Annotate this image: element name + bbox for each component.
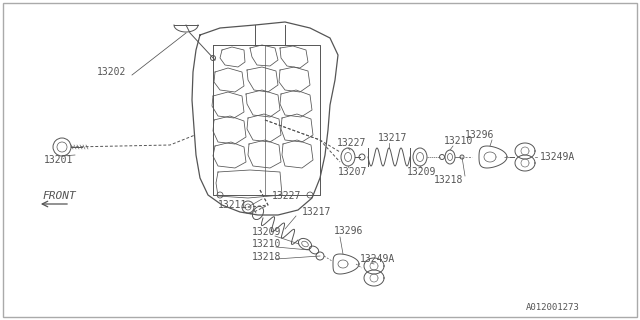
Text: 13227: 13227 <box>337 138 366 148</box>
Text: 13296: 13296 <box>465 130 494 140</box>
Text: 13217: 13217 <box>302 207 332 217</box>
Text: 13209: 13209 <box>252 227 282 237</box>
Text: 13296: 13296 <box>334 226 364 236</box>
Text: 13218: 13218 <box>434 175 463 185</box>
Text: 13209: 13209 <box>407 167 436 177</box>
Text: 13201: 13201 <box>44 155 74 165</box>
Text: 13211: 13211 <box>218 200 248 210</box>
Text: 13210: 13210 <box>252 239 282 249</box>
Text: 13210: 13210 <box>444 136 474 146</box>
Text: 13249A: 13249A <box>540 152 575 162</box>
Text: 13227: 13227 <box>272 191 301 201</box>
Text: A012001273: A012001273 <box>526 303 580 312</box>
Text: 13202: 13202 <box>97 67 126 77</box>
Text: FRONT: FRONT <box>42 191 76 201</box>
Text: 13218: 13218 <box>252 252 282 262</box>
Text: 13207: 13207 <box>338 167 367 177</box>
Text: 13217: 13217 <box>378 133 408 143</box>
Text: 13249A: 13249A <box>360 254 396 264</box>
